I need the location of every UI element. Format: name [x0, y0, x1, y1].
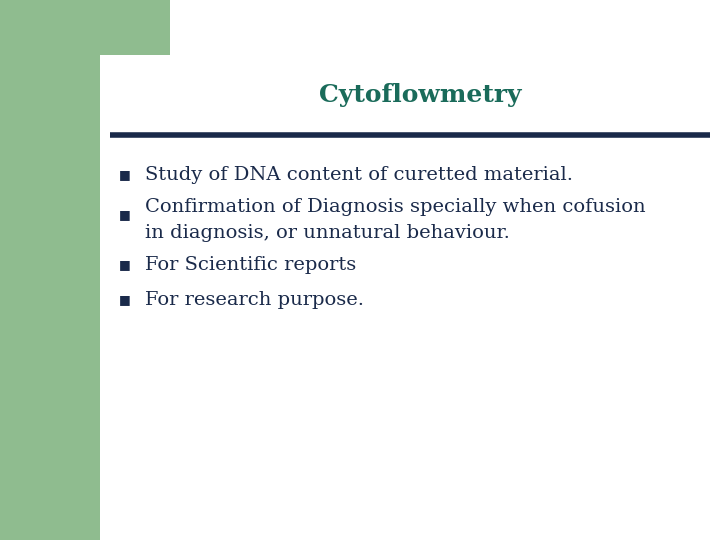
Bar — [0, 0, 170, 115]
Text: Cytoflowmetry: Cytoflowmetry — [319, 83, 521, 107]
Text: Study of DNA content of curetted material.: Study of DNA content of curetted materia… — [145, 166, 573, 184]
Text: ■: ■ — [119, 294, 131, 307]
Text: ■: ■ — [119, 208, 131, 221]
Text: For research purpose.: For research purpose. — [145, 291, 364, 309]
Text: ■: ■ — [119, 259, 131, 272]
Text: ■: ■ — [119, 168, 131, 181]
Text: Confirmation of Diagnosis specially when cofusion
in diagnosis, or unnatural beh: Confirmation of Diagnosis specially when… — [145, 199, 646, 241]
Bar — [0, 115, 100, 540]
Bar — [100, 55, 720, 540]
Text: For Scientific reports: For Scientific reports — [145, 256, 356, 274]
